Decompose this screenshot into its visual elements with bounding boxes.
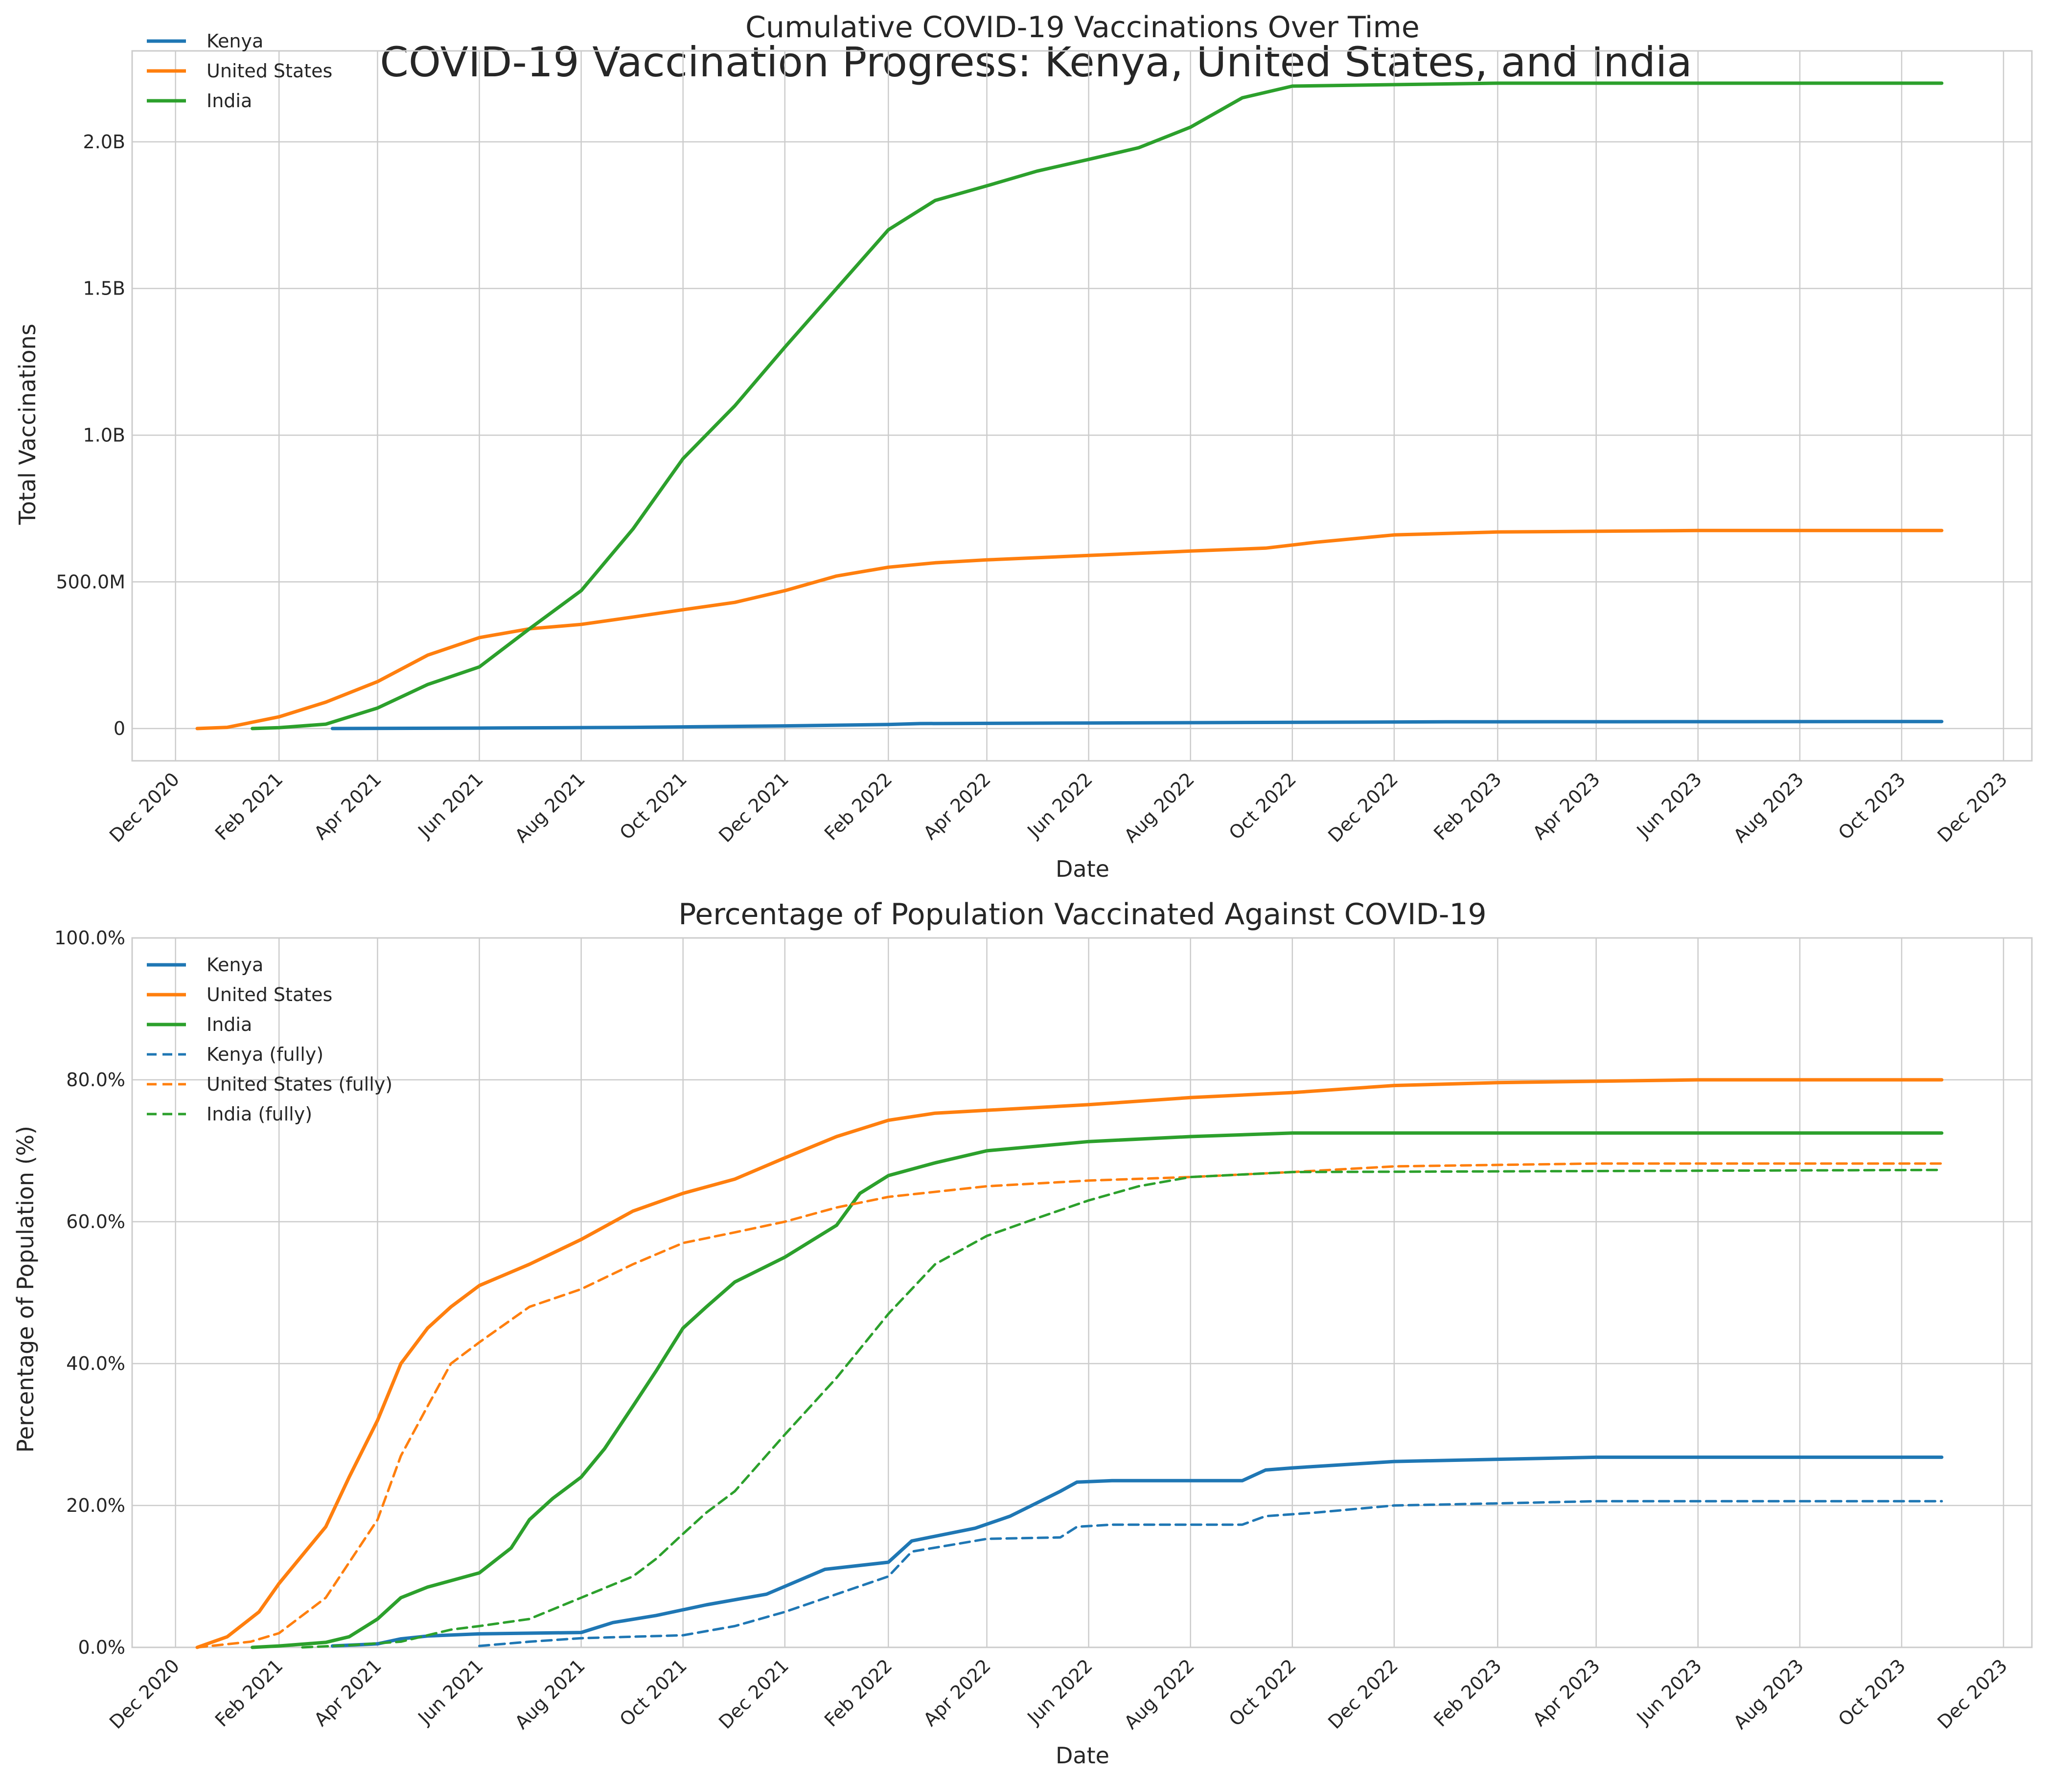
x-tick-label: Oct 2021 xyxy=(616,1655,691,1731)
x-tick-label: Dec 2021 xyxy=(714,1655,793,1733)
plot-frame xyxy=(131,937,2033,1648)
x-tick-label: Aug 2022 xyxy=(1120,1655,1199,1733)
legend-label: Kenya xyxy=(207,954,263,976)
series-line-kenya-fully xyxy=(478,1500,1943,1647)
series-line-india xyxy=(251,1131,1944,1649)
y-tick-label: 60.0% xyxy=(66,1211,125,1232)
x-tick-label: Feb 2023 xyxy=(1429,1655,1506,1731)
grid xyxy=(132,937,2032,1648)
series-line-india xyxy=(251,81,1944,730)
x-axis-label: Date xyxy=(1056,1742,1109,1769)
x-tick-label: Dec 2020 xyxy=(105,768,184,846)
y-tick-label: 500.0M xyxy=(56,571,125,593)
y-tick-label: 80.0% xyxy=(66,1069,125,1091)
x-tick-label: Aug 2022 xyxy=(1120,768,1199,847)
x-tick-label: Feb 2023 xyxy=(1429,768,1506,844)
x-tick-label: Aug 2021 xyxy=(510,1655,589,1733)
y-tick-label: 1.5B xyxy=(83,278,125,299)
x-tick-label: Oct 2023 xyxy=(1834,768,1910,844)
y-tick-label: 0 xyxy=(114,718,125,739)
legend: Kenya United States India Kenya (fully) Unit… xyxy=(147,954,392,1125)
x-tick-label: Jun 2021 xyxy=(413,1655,487,1729)
legend-label: India xyxy=(207,1014,252,1035)
series-line-united-states-fully xyxy=(196,1162,1943,1649)
x-tick-label: Aug 2023 xyxy=(1729,1655,1808,1733)
x-tick-label: Jun 2023 xyxy=(1632,1655,1706,1729)
x-tick-label: Jun 2022 xyxy=(1023,1655,1097,1729)
x-tick-label: Dec 2023 xyxy=(1933,1655,2011,1733)
legend-label: India xyxy=(207,90,252,112)
chart-percentage-vaccinated: Percentage of Population Vaccinated Agai… xyxy=(12,897,2033,1769)
x-tick-label: Dec 2021 xyxy=(714,768,793,846)
x-tick-label: Jun 2022 xyxy=(1023,768,1097,842)
x-tick-label: Dec 2023 xyxy=(1933,768,2011,846)
x-tick-label: Aug 2021 xyxy=(510,768,589,847)
figure-title: COVID-19 Vaccination Progress: Kenya, Un… xyxy=(380,38,1692,86)
x-tick-label: Feb 2022 xyxy=(820,1655,897,1731)
y-axis-label: Percentage of Population (%) xyxy=(12,1126,39,1453)
x-tick-label: Oct 2023 xyxy=(1834,1655,1910,1731)
x-tick-label: Apr 2023 xyxy=(1529,1655,1605,1731)
y-tick-label: 20.0% xyxy=(66,1495,125,1516)
legend-label: Kenya xyxy=(207,30,263,52)
y-tick-label: 1.0B xyxy=(83,424,125,446)
legend-label: United States (fully) xyxy=(207,1073,392,1095)
legend-label: India (fully) xyxy=(207,1103,312,1125)
x-tick-label: Apr 2022 xyxy=(919,768,995,844)
series-line-united-states xyxy=(195,528,1944,730)
plot-frame xyxy=(131,50,2033,762)
x-tick-label: Apr 2023 xyxy=(1529,768,1605,844)
x-tick-label: Oct 2022 xyxy=(1225,1655,1301,1731)
chart-title: Cumulative COVID-19 Vaccinations Over Ti… xyxy=(745,10,1420,45)
x-tick-label: Aug 2023 xyxy=(1729,768,1808,847)
legend-label: United States xyxy=(207,60,332,82)
series-line-united-states xyxy=(195,1078,1944,1649)
legend-label: United States xyxy=(207,984,332,1005)
series-line-kenya xyxy=(330,1455,1944,1648)
x-tick-label: Apr 2021 xyxy=(310,768,386,844)
x-tick-label: Apr 2022 xyxy=(919,1655,995,1731)
series-line-kenya xyxy=(330,720,1944,730)
x-tick-label: Oct 2021 xyxy=(616,768,691,844)
chart-cumulative-vaccinations: Cumulative COVID-19 Vaccinations Over Ti… xyxy=(14,10,2033,882)
y-tick-label: 40.0% xyxy=(66,1353,125,1374)
x-tick-label: Oct 2022 xyxy=(1225,768,1301,844)
legend-label: Kenya (fully) xyxy=(207,1044,323,1065)
grid xyxy=(132,51,2032,761)
x-tick-label: Apr 2021 xyxy=(310,1655,386,1731)
x-tick-label: Feb 2021 xyxy=(211,768,287,844)
x-tick-label: Jun 2023 xyxy=(1632,768,1706,842)
y-axis-label: Total Vaccinations xyxy=(14,324,41,525)
legend: Kenya United States India xyxy=(147,30,332,112)
x-tick-label: Dec 2022 xyxy=(1324,1655,1402,1733)
x-tick-label: Jun 2021 xyxy=(413,768,487,842)
x-tick-label: Feb 2022 xyxy=(820,768,897,844)
x-axis-label: Date xyxy=(1056,856,1109,882)
y-tick-label: 0.0% xyxy=(78,1637,125,1658)
x-tick-label: Dec 2020 xyxy=(105,1655,184,1733)
y-tick-label: 100.0% xyxy=(54,927,125,949)
series-line-india-fully xyxy=(301,1168,1943,1649)
chart-title: Percentage of Population Vaccinated Agai… xyxy=(678,897,1486,932)
y-tick-label: 2.0B xyxy=(83,131,125,153)
x-tick-label: Feb 2021 xyxy=(211,1655,287,1731)
x-tick-label: Dec 2022 xyxy=(1324,768,1402,846)
